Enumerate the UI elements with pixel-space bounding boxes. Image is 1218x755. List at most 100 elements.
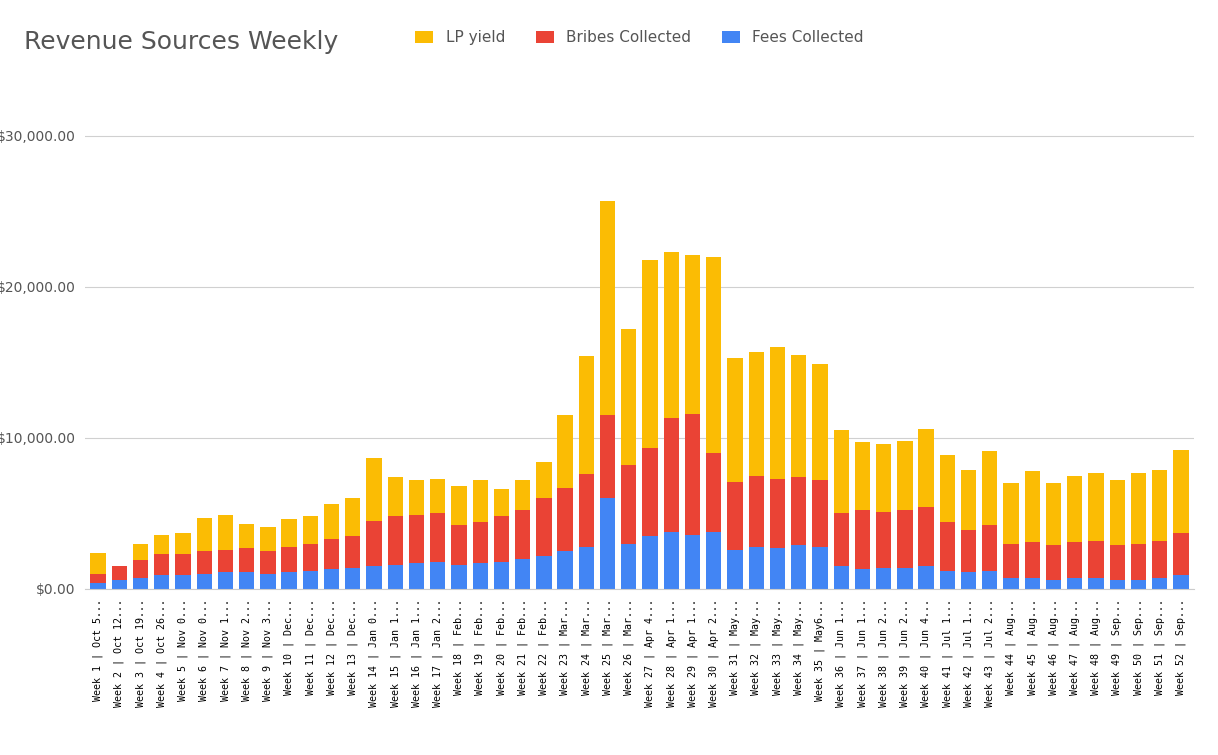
Bar [558, 551, 572, 589]
Bar [961, 530, 976, 572]
Bar [1130, 473, 1146, 544]
Bar [1173, 575, 1189, 589]
Bar [918, 507, 934, 566]
Bar [153, 535, 169, 554]
Bar [706, 257, 721, 453]
Bar [261, 527, 275, 551]
Bar [345, 536, 361, 568]
Bar [600, 415, 615, 498]
Bar [833, 430, 849, 513]
Bar [515, 480, 530, 510]
Bar [898, 441, 912, 510]
Bar [324, 569, 339, 589]
Bar [493, 516, 509, 562]
Bar [790, 545, 806, 589]
Bar [664, 252, 678, 418]
Bar [452, 486, 466, 525]
Bar [727, 482, 743, 550]
Bar [430, 513, 446, 562]
Bar [1089, 578, 1104, 589]
Bar [1004, 483, 1018, 544]
Bar [642, 448, 658, 536]
Bar [855, 569, 870, 589]
Bar [153, 575, 169, 589]
Bar [940, 522, 955, 571]
Bar [918, 566, 934, 589]
Bar [579, 356, 594, 474]
Bar [493, 489, 509, 516]
Bar [112, 566, 127, 580]
Bar [898, 568, 912, 589]
Bar [1046, 483, 1061, 545]
Bar [558, 488, 572, 551]
Bar [452, 525, 466, 565]
Bar [430, 479, 446, 513]
Bar [218, 515, 233, 550]
Bar [133, 560, 149, 578]
Bar [133, 544, 149, 560]
Legend: LP yield, Bribes Collected, Fees Collected: LP yield, Bribes Collected, Fees Collect… [415, 30, 864, 45]
Bar [175, 554, 190, 575]
Bar [409, 515, 424, 563]
Bar [770, 548, 786, 589]
Bar [303, 571, 318, 589]
Bar [685, 414, 700, 535]
Bar [239, 524, 255, 548]
Bar [112, 580, 127, 589]
Bar [409, 480, 424, 515]
Bar [579, 474, 594, 547]
Bar [833, 566, 849, 589]
Bar [1110, 545, 1125, 580]
Bar [536, 462, 552, 498]
Bar [515, 559, 530, 589]
Bar [239, 572, 255, 589]
Bar [218, 572, 233, 589]
Bar [685, 535, 700, 589]
Bar [90, 553, 106, 574]
Bar [1173, 450, 1189, 533]
Bar [940, 455, 955, 522]
Bar [367, 458, 381, 521]
Bar [812, 364, 827, 480]
Bar [961, 470, 976, 530]
Bar [876, 512, 892, 568]
Bar [770, 479, 786, 548]
Bar [982, 451, 998, 525]
Bar [1046, 580, 1061, 589]
Bar [430, 562, 446, 589]
Bar [1004, 544, 1018, 578]
Bar [685, 255, 700, 414]
Bar [196, 518, 212, 551]
Bar [600, 201, 615, 415]
Bar [90, 574, 106, 583]
Bar [812, 547, 827, 589]
Bar [1024, 471, 1040, 542]
Bar [473, 480, 488, 522]
Bar [387, 477, 403, 516]
Bar [515, 510, 530, 559]
Bar [303, 516, 318, 544]
Bar [387, 565, 403, 589]
Bar [1067, 476, 1083, 542]
Bar [218, 550, 233, 572]
Bar [664, 532, 678, 589]
Bar [261, 574, 275, 589]
Bar [790, 477, 806, 545]
Bar [621, 465, 637, 544]
Bar [153, 554, 169, 575]
Bar [749, 476, 764, 547]
Bar [642, 260, 658, 448]
Bar [196, 551, 212, 574]
Bar [982, 571, 998, 589]
Bar [473, 522, 488, 563]
Bar [749, 352, 764, 476]
Bar [558, 415, 572, 488]
Bar [876, 444, 892, 512]
Bar [281, 519, 297, 547]
Bar [1024, 542, 1040, 578]
Bar [133, 578, 149, 589]
Bar [387, 516, 403, 565]
Bar [621, 544, 637, 589]
Bar [1046, 545, 1061, 580]
Bar [727, 358, 743, 482]
